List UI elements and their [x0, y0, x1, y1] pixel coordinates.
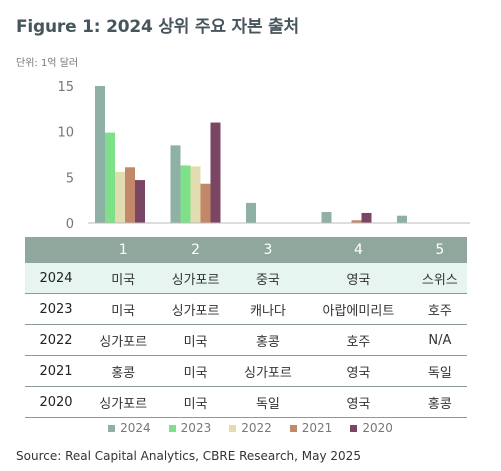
y-tick-label: 5: [66, 171, 74, 186]
legend-label: 2023: [180, 421, 212, 435]
bar-2024-rank-5: [397, 215, 407, 223]
table-cell: 호주: [304, 324, 413, 356]
bar-2024-rank-2: [170, 145, 181, 223]
bar-2021-rank-1: [125, 167, 135, 223]
table-row: 2023 미국 싱가포르 캐나다 아랍에미리트 호주: [25, 293, 467, 325]
table-header-corner: [25, 237, 87, 263]
legend-swatch: [229, 424, 237, 432]
bar-2021-rank-2: [200, 183, 211, 223]
table-cell: 미국: [159, 386, 232, 418]
legend-label: 2024: [120, 421, 151, 435]
legend-swatch: [108, 424, 116, 432]
legend-swatch: [350, 424, 358, 432]
table-cell: 싱가포르: [87, 386, 160, 418]
bar-2024-rank-1: [95, 86, 105, 223]
rank-header-4: 4: [304, 237, 413, 263]
row-year: 2022: [25, 324, 87, 356]
table-cell: 홍콩: [87, 355, 160, 387]
row-year: 2024: [25, 263, 87, 294]
table-cell: 홍콩: [231, 324, 305, 356]
row-year: 2021: [25, 355, 87, 387]
legend-item: 2023: [168, 421, 212, 435]
bar-2024-rank-3: [246, 202, 256, 223]
table-cell: 중국: [231, 263, 305, 294]
rank-header-2: 2: [159, 237, 232, 263]
legend-item: 2020: [350, 421, 393, 435]
legend-swatch: [168, 424, 176, 432]
table-cell: 미국: [159, 324, 232, 356]
table-cell: 영국: [304, 386, 413, 418]
table-cell: 독일: [412, 355, 467, 387]
table-cell: 싱가포르: [87, 324, 160, 356]
table-cell: 영국: [304, 263, 413, 294]
source-note: Source: Real Capital Analytics, CBRE Res…: [16, 449, 361, 463]
bar-chart: 15 10 5 0: [57, 80, 470, 232]
legend-swatch: [289, 424, 297, 432]
rank-header-3: 3: [231, 237, 305, 263]
bar-2021-rank-4: [351, 220, 362, 223]
chart-legend: 2024 2023 2022 2021 2020: [0, 421, 501, 435]
bar-2020-rank-4: [361, 212, 372, 223]
bar-2020-rank-2: [210, 122, 221, 223]
y-tick-label: 0: [66, 217, 74, 232]
table-cell: 싱가포르: [159, 263, 232, 294]
bar-2023-rank-2: [180, 165, 191, 223]
table-cell: 영국: [304, 355, 413, 387]
bar-2022-rank-2: [190, 166, 201, 223]
table-row: 2024 미국 싱가포르 중국 영국 스위스: [25, 263, 467, 294]
bar-2022-rank-1: [115, 171, 125, 223]
legend-label: 2021: [301, 421, 333, 435]
legend-label: 2022: [241, 421, 272, 435]
table-row: 2022 싱가포르 미국 홍콩 호주 N/A: [25, 324, 467, 356]
table-cell: 캐나다: [231, 293, 305, 325]
rank-header-5: 5: [412, 237, 467, 263]
bar-2020-rank-1: [135, 180, 145, 223]
rank-header-1: 1: [87, 237, 160, 263]
legend-item: 2024: [108, 421, 151, 435]
table-cell: 독일: [231, 386, 305, 418]
legend-item: 2022: [229, 421, 272, 435]
table-cell: N/A: [412, 324, 467, 356]
row-year: 2023: [25, 293, 87, 325]
y-tick-label: 10: [57, 126, 74, 141]
unit-label: 단위: 1억 달러: [16, 58, 79, 69]
legend-label: 2020: [362, 421, 393, 435]
bar-2024-rank-4: [321, 212, 332, 223]
table-row: 2021 홍콩 미국 싱가포르 영국 독일: [25, 355, 467, 387]
table-cell: 싱가포르: [159, 293, 232, 325]
row-year: 2020: [25, 386, 87, 418]
table-cell: 싱가포르: [231, 355, 305, 387]
y-tick-label: 15: [57, 80, 74, 95]
table-cell: 미국: [87, 293, 160, 325]
table-cell: 미국: [87, 263, 160, 294]
table-cell: 홍콩: [412, 386, 467, 418]
table-cell: 미국: [159, 355, 232, 387]
legend-item: 2021: [289, 421, 333, 435]
table-cell: 아랍에미리트: [304, 293, 413, 325]
table-cell: 스위스: [412, 263, 467, 294]
table-row: 2020 싱가포르 미국 독일 영국 홍콩: [25, 386, 467, 418]
chart-title: Figure 1: 2024 상위 주요 자본 출처: [16, 17, 299, 37]
table-cell: 호주: [412, 293, 467, 325]
bar-2023-rank-1: [105, 132, 115, 223]
